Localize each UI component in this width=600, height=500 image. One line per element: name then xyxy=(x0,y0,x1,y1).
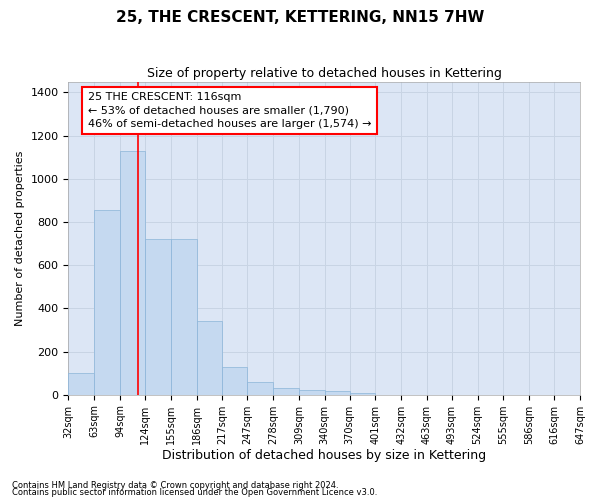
Y-axis label: Number of detached properties: Number of detached properties xyxy=(15,150,25,326)
X-axis label: Distribution of detached houses by size in Kettering: Distribution of detached houses by size … xyxy=(162,450,486,462)
Title: Size of property relative to detached houses in Kettering: Size of property relative to detached ho… xyxy=(147,68,502,80)
Bar xyxy=(120,151,145,394)
Text: Contains HM Land Registry data © Crown copyright and database right 2024.: Contains HM Land Registry data © Crown c… xyxy=(12,480,338,490)
Text: 25 THE CRESCENT: 116sqm
← 53% of detached houses are smaller (1,790)
46% of semi: 25 THE CRESCENT: 116sqm ← 53% of detache… xyxy=(88,92,371,129)
Bar xyxy=(68,373,94,394)
Bar xyxy=(273,388,299,394)
Bar xyxy=(247,382,273,394)
Text: 25, THE CRESCENT, KETTERING, NN15 7HW: 25, THE CRESCENT, KETTERING, NN15 7HW xyxy=(116,10,484,25)
Bar xyxy=(197,322,222,394)
Bar xyxy=(94,210,120,394)
Bar xyxy=(350,392,376,394)
Bar xyxy=(145,240,171,394)
Bar xyxy=(299,390,325,394)
Bar xyxy=(222,366,247,394)
Bar xyxy=(171,240,197,394)
Text: Contains public sector information licensed under the Open Government Licence v3: Contains public sector information licen… xyxy=(12,488,377,497)
Bar xyxy=(325,392,350,394)
